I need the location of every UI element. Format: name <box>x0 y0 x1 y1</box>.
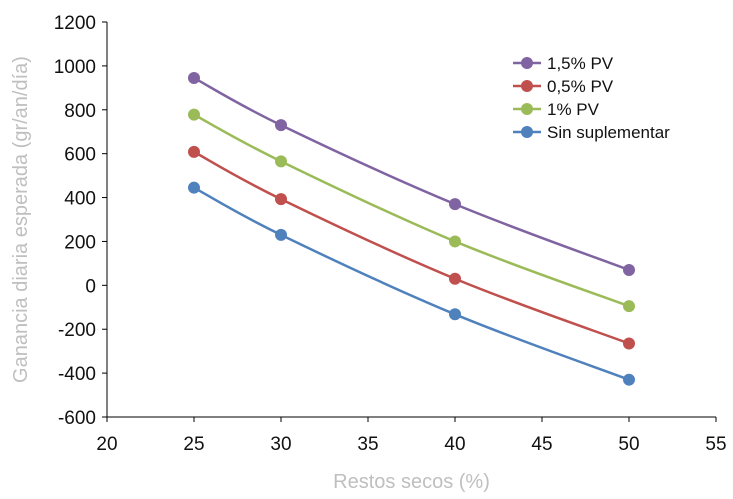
legend-label: 0,5% PV <box>547 77 614 96</box>
data-point <box>275 119 287 132</box>
y-tick-label: 1200 <box>54 13 96 34</box>
data-point <box>623 373 635 386</box>
y-tick-label: 800 <box>64 101 96 122</box>
x-tick-label: 55 <box>705 434 726 455</box>
data-point <box>188 181 200 194</box>
series-lines <box>193 76 630 381</box>
legend-label: Sin suplementar <box>547 123 670 142</box>
data-point <box>188 145 200 158</box>
data-point <box>449 308 461 321</box>
data-point <box>188 71 200 84</box>
y-tick-label: 400 <box>64 189 96 210</box>
data-point <box>449 198 461 211</box>
series-line-0 <box>193 76 630 272</box>
y-tick-label: -600 <box>58 408 96 429</box>
series-line-1 <box>193 150 630 345</box>
y-axis-title: Ganancia diaria esperada (gr/an/día) <box>10 56 32 383</box>
x-tick-label: 40 <box>444 434 465 455</box>
legend-item: 1% PV <box>513 100 600 119</box>
series-line-2 <box>193 113 630 308</box>
axes <box>102 21 717 422</box>
x-tick-label: 20 <box>96 434 117 455</box>
data-point <box>623 263 635 276</box>
legend-marker <box>521 80 533 92</box>
x-tick-label: 25 <box>183 434 204 455</box>
y-tick-label: -200 <box>58 320 96 341</box>
data-point <box>623 337 635 350</box>
series-points <box>188 71 635 386</box>
legend-marker <box>521 103 533 115</box>
legend-item: 0,5% PV <box>513 77 614 96</box>
y-tick-label: 200 <box>64 232 96 253</box>
x-tick-label: 45 <box>531 434 552 455</box>
legend-item: 1,5% PV <box>513 54 614 73</box>
legend: 1,5% PV 0,5% PV 1% PV Sin suplementar <box>513 54 670 142</box>
x-tick-label: 30 <box>270 434 291 455</box>
y-tick-label: 0 <box>85 276 96 297</box>
x-axis-title: Restos secos (%) <box>333 471 490 493</box>
legend-item: Sin suplementar <box>513 123 670 142</box>
data-point <box>275 228 287 241</box>
series-line-3 <box>193 186 630 381</box>
legend-label: 1,5% PV <box>547 54 614 73</box>
legend-label: 1% PV <box>547 100 600 119</box>
data-point <box>275 193 287 206</box>
y-tick-label: 1000 <box>54 57 96 78</box>
data-point <box>275 155 287 168</box>
data-point <box>188 108 200 121</box>
legend-marker <box>521 57 533 69</box>
data-point <box>623 300 635 313</box>
legend-marker <box>521 126 533 138</box>
data-point <box>449 272 461 285</box>
data-point <box>449 235 461 248</box>
x-tick-label: 50 <box>618 434 639 455</box>
y-tick-label: 600 <box>64 145 96 166</box>
tick-labels: -600 -400 -200 0 200 400 600 800 1000 1200 20 25 30 3… <box>54 13 727 455</box>
y-tick-label: -400 <box>58 364 96 385</box>
x-tick-label: 35 <box>357 434 378 455</box>
